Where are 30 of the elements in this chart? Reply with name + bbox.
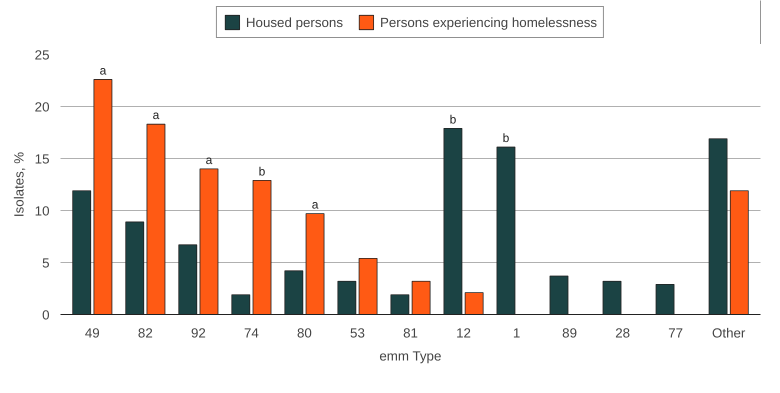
y-tick-label: 20 <box>34 100 50 114</box>
y-tick-label: 0 <box>42 308 50 322</box>
y-tick-label: 15 <box>34 152 50 166</box>
x-tick-label: 28 <box>615 326 630 340</box>
y-axis-title: Isolates, % <box>12 152 27 218</box>
x-tick-label: 81 <box>403 326 418 340</box>
x-tick-label: 74 <box>244 326 260 340</box>
x-tick-label: 80 <box>297 326 312 340</box>
x-tick-label: 49 <box>84 326 100 340</box>
x-tick-label: 92 <box>190 326 206 340</box>
y-tick-label: 5 <box>42 256 50 270</box>
legend-label: Housed persons <box>246 14 343 30</box>
annotation: b <box>450 112 457 126</box>
annotation: a <box>100 63 107 78</box>
x-tick-label: 82 <box>138 326 153 340</box>
legend-label: Persons experiencing homelessness <box>380 14 598 30</box>
y-tick-label: 25 <box>34 48 50 62</box>
x-tick-label: 12 <box>456 326 471 340</box>
x-tick-label: Other <box>712 326 746 340</box>
y-tick-label: 10 <box>34 204 50 218</box>
x-tick-label: 89 <box>562 326 578 340</box>
annotation: a <box>312 198 319 212</box>
annotation: b <box>258 164 266 178</box>
annotation: a <box>152 108 160 122</box>
x-tick-label: 53 <box>350 326 365 340</box>
x-axis-title: emm Type <box>379 348 442 364</box>
x-tick-label: 77 <box>668 326 684 340</box>
annotation: b <box>502 131 510 146</box>
annotation: a <box>206 152 213 167</box>
x-tick-label: 1 <box>512 326 520 340</box>
